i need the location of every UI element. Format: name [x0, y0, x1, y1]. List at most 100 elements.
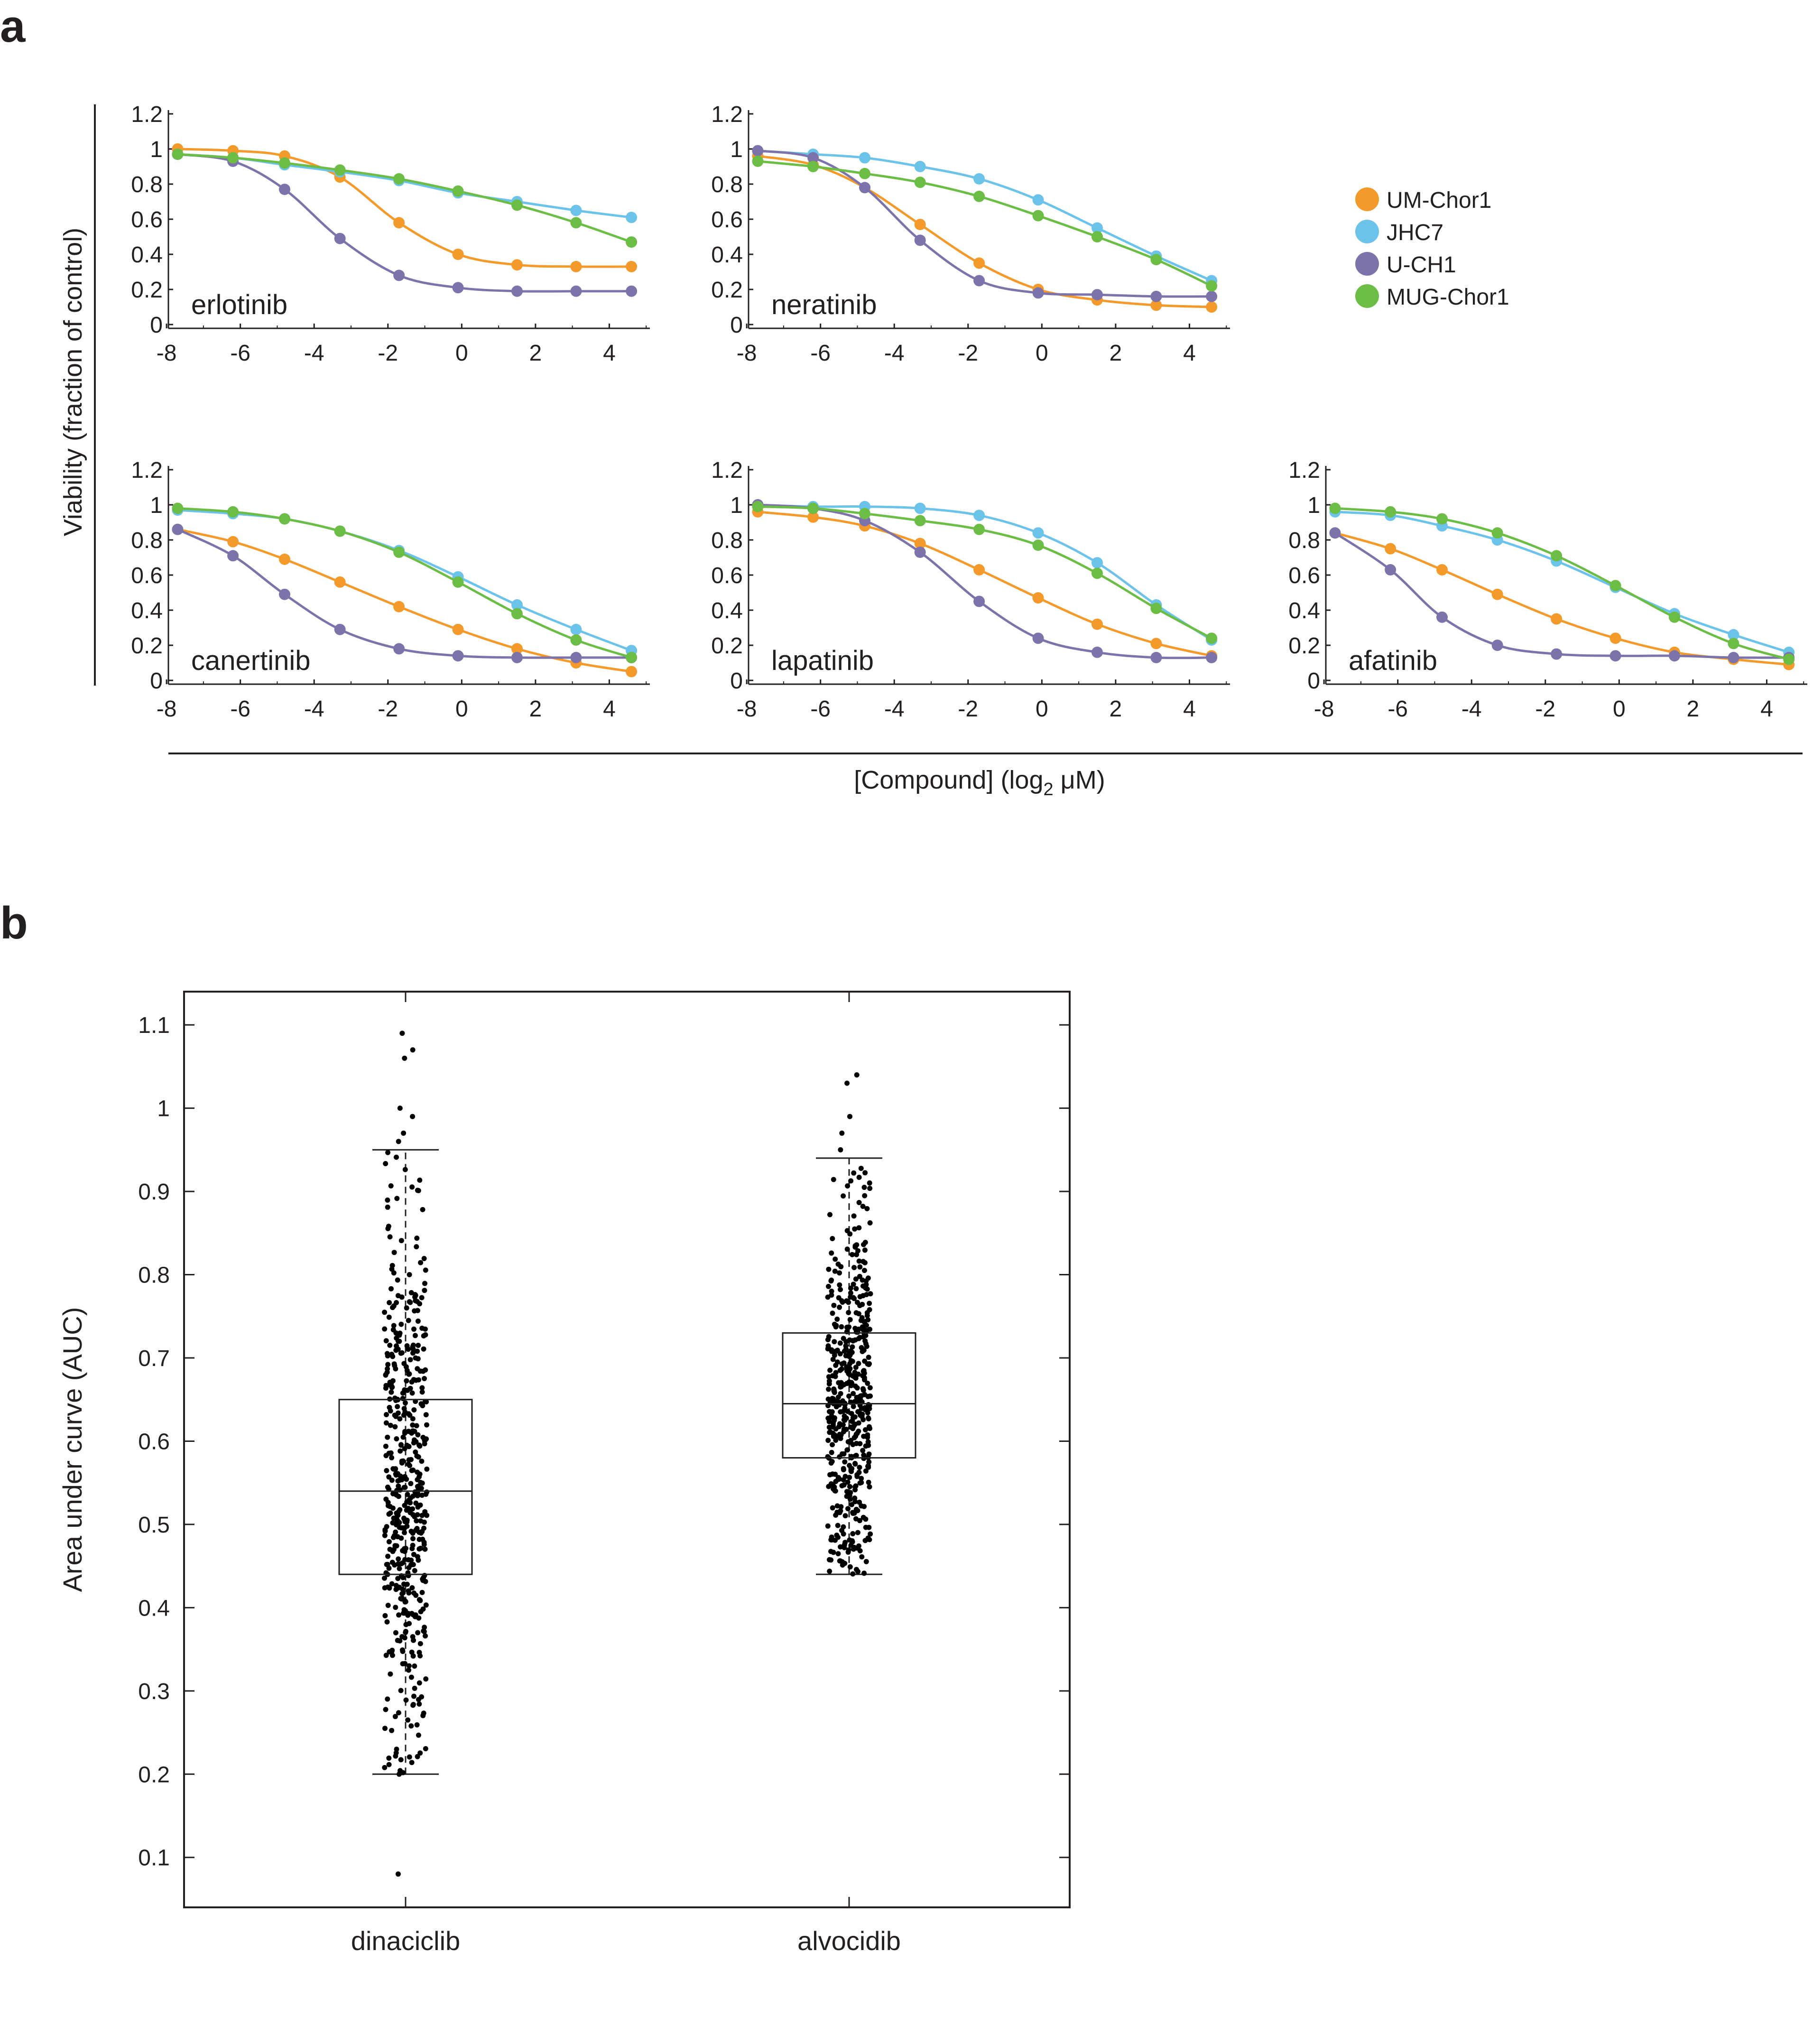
data-point-alvocidib	[826, 1283, 831, 1289]
data-point-dinaciclib	[398, 1688, 404, 1693]
data-point-alvocidib	[837, 1351, 843, 1356]
data-point-alvocidib	[837, 1282, 842, 1288]
data-point-alvocidib	[850, 1344, 855, 1350]
x-tick-label: -4	[884, 697, 905, 722]
data-point-dinaciclib	[393, 1605, 398, 1610]
point-um-chor1-5	[452, 623, 464, 635]
y-tick-label: 0.3	[138, 1679, 170, 1704]
data-point-dinaciclib	[402, 1431, 407, 1436]
data-point-alvocidib	[830, 1236, 835, 1241]
data-point-dinaciclib	[416, 1732, 421, 1738]
point-mug-chor1-5	[452, 185, 464, 197]
point-jhc7-5	[1032, 527, 1044, 539]
data-point-alvocidib	[848, 1290, 853, 1296]
data-point-alvocidib	[839, 1451, 845, 1457]
data-point-dinaciclib	[422, 1625, 427, 1630]
data-point-alvocidib	[865, 1394, 871, 1399]
data-point-dinaciclib	[407, 1357, 413, 1363]
data-point-alvocidib	[846, 1324, 852, 1330]
data-point-dinaciclib	[417, 1443, 423, 1449]
data-point-alvocidib	[860, 1259, 866, 1264]
data-point-alvocidib	[858, 1393, 863, 1399]
data-point-dinaciclib	[388, 1286, 394, 1291]
point-mug-chor1-0	[1329, 502, 1341, 514]
data-point-alvocidib	[833, 1370, 839, 1375]
data-point-alvocidib	[830, 1356, 836, 1362]
outlier-point-dinaciclib	[397, 1771, 402, 1777]
data-point-dinaciclib	[410, 1468, 416, 1473]
outlier-point-alvocidib	[854, 1072, 860, 1078]
data-point-alvocidib	[851, 1415, 856, 1421]
series-line-u-ch1	[758, 149, 1212, 298]
data-point-alvocidib	[828, 1481, 834, 1487]
y-tick-label: 0.2	[131, 278, 163, 303]
y-tick-label: 0.2	[711, 633, 743, 659]
x-tick-label: 0	[1613, 697, 1626, 722]
data-point-dinaciclib	[403, 1545, 408, 1551]
data-point-alvocidib	[854, 1431, 860, 1436]
canertinib-title: canertinib	[191, 645, 310, 676]
data-point-dinaciclib	[416, 1680, 422, 1686]
data-point-alvocidib	[866, 1416, 871, 1422]
data-point-dinaciclib	[417, 1368, 423, 1374]
data-point-dinaciclib	[404, 1343, 410, 1348]
data-point-dinaciclib	[407, 1621, 412, 1626]
data-point-dinaciclib	[409, 1760, 415, 1765]
point-mug-chor1-3	[334, 164, 346, 176]
outlier-point-alvocidib	[838, 1147, 843, 1152]
data-point-dinaciclib	[387, 1234, 393, 1240]
data-point-dinaciclib	[398, 1448, 403, 1454]
data-point-alvocidib	[844, 1494, 850, 1499]
data-point-dinaciclib	[408, 1723, 414, 1729]
data-point-alvocidib	[866, 1479, 871, 1485]
data-point-dinaciclib	[406, 1663, 412, 1669]
data-point-alvocidib	[841, 1193, 846, 1199]
data-point-dinaciclib	[416, 1377, 421, 1383]
data-point-dinaciclib	[382, 1726, 388, 1731]
data-point-alvocidib	[845, 1479, 851, 1485]
data-point-dinaciclib	[418, 1609, 424, 1615]
data-point-dinaciclib	[389, 1455, 395, 1460]
point-mug-chor1-6	[1669, 611, 1680, 623]
point-mug-chor1-8	[626, 236, 638, 248]
data-point-dinaciclib	[402, 1530, 407, 1535]
data-point-dinaciclib	[388, 1183, 394, 1189]
data-point-dinaciclib	[389, 1351, 395, 1357]
data-point-dinaciclib	[386, 1314, 392, 1320]
data-point-dinaciclib	[395, 1519, 401, 1524]
data-point-dinaciclib	[406, 1667, 411, 1673]
data-point-dinaciclib	[395, 1478, 401, 1484]
data-point-alvocidib	[860, 1301, 865, 1307]
x-tick-label: 4	[603, 341, 616, 366]
data-point-alvocidib	[829, 1534, 834, 1540]
series-line-um-chor1	[758, 511, 1212, 657]
data-point-dinaciclib	[420, 1536, 426, 1542]
box-dinaciclib	[338, 1399, 473, 1575]
data-point-alvocidib	[837, 1340, 843, 1346]
legend-label-jhc7: JHC7	[1387, 220, 1443, 245]
point-mug-chor1-0	[172, 149, 184, 160]
point-mug-chor1-4	[973, 523, 985, 535]
data-point-alvocidib	[841, 1531, 846, 1537]
data-point-dinaciclib	[387, 1585, 392, 1591]
data-point-dinaciclib	[382, 1765, 388, 1770]
point-mug-chor1-0	[172, 502, 184, 514]
data-point-dinaciclib	[407, 1510, 413, 1515]
point-jhc7-6	[1092, 222, 1103, 234]
data-point-alvocidib	[829, 1449, 834, 1455]
point-u-ch1-6	[1669, 650, 1680, 662]
data-point-dinaciclib	[412, 1685, 417, 1691]
point-um-chor1-4	[393, 601, 405, 613]
data-point-alvocidib	[850, 1252, 855, 1257]
data-point-dinaciclib	[423, 1633, 428, 1639]
data-point-alvocidib	[865, 1439, 871, 1445]
point-mug-chor1-3	[914, 515, 926, 527]
data-point-alvocidib	[838, 1409, 843, 1415]
x-tick-label: 2	[529, 697, 542, 722]
data-point-dinaciclib	[411, 1326, 416, 1332]
data-point-alvocidib	[827, 1367, 833, 1373]
data-point-alvocidib	[848, 1285, 853, 1291]
data-point-dinaciclib	[393, 1753, 398, 1759]
